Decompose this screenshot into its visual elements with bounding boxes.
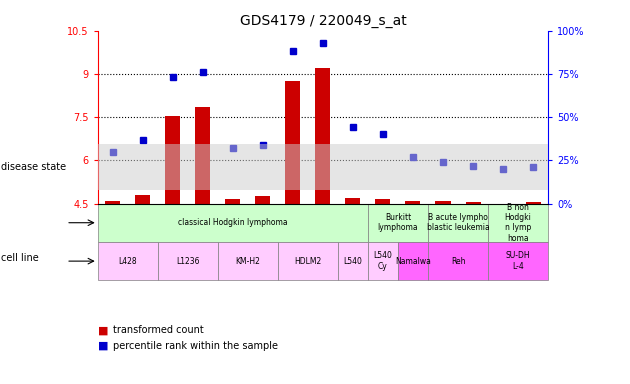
Bar bbox=[406, 201, 420, 204]
Text: disease state: disease state bbox=[1, 162, 66, 172]
Bar bbox=[338, 242, 368, 280]
Bar bbox=[488, 204, 548, 242]
Bar bbox=[428, 204, 488, 242]
Bar bbox=[398, 242, 428, 280]
Bar bbox=[375, 199, 391, 204]
Text: percentile rank within the sample: percentile rank within the sample bbox=[113, 341, 278, 351]
Text: transformed count: transformed count bbox=[113, 325, 204, 335]
Bar bbox=[135, 195, 150, 204]
Bar bbox=[488, 242, 548, 280]
Bar bbox=[165, 116, 180, 204]
Bar bbox=[98, 204, 368, 242]
Text: L540
Cy: L540 Cy bbox=[374, 252, 392, 271]
Bar bbox=[368, 242, 398, 280]
Text: ■: ■ bbox=[98, 325, 108, 335]
Bar bbox=[466, 202, 481, 204]
Bar bbox=[158, 242, 218, 280]
Bar bbox=[316, 68, 330, 204]
Text: Namalwa: Namalwa bbox=[395, 257, 431, 266]
Bar bbox=[195, 107, 210, 204]
Title: GDS4179 / 220049_s_at: GDS4179 / 220049_s_at bbox=[239, 14, 406, 28]
Text: Burkitt
lymphoma: Burkitt lymphoma bbox=[377, 213, 418, 232]
Bar bbox=[428, 242, 488, 280]
Text: L428: L428 bbox=[118, 257, 137, 266]
Text: HDLM2: HDLM2 bbox=[294, 257, 321, 266]
Text: cell line: cell line bbox=[1, 253, 38, 263]
Bar bbox=[278, 242, 338, 280]
Text: classical Hodgkin lymphoma: classical Hodgkin lymphoma bbox=[178, 218, 288, 227]
Text: ■: ■ bbox=[98, 341, 108, 351]
Text: SU-DH
L-4: SU-DH L-4 bbox=[506, 252, 530, 271]
Text: KM-H2: KM-H2 bbox=[236, 257, 260, 266]
Text: B non
Hodgki
n lymp
homa: B non Hodgki n lymp homa bbox=[505, 203, 532, 243]
Bar bbox=[285, 81, 301, 204]
Bar bbox=[226, 199, 240, 204]
Bar bbox=[345, 198, 360, 204]
Bar bbox=[98, 242, 158, 280]
Bar bbox=[255, 196, 270, 204]
Text: L1236: L1236 bbox=[176, 257, 200, 266]
Text: B acute lympho
blastic leukemia: B acute lympho blastic leukemia bbox=[427, 213, 490, 232]
Bar bbox=[368, 204, 428, 242]
Bar bbox=[435, 201, 450, 204]
Bar bbox=[105, 201, 120, 204]
Bar bbox=[525, 202, 541, 204]
Text: L540: L540 bbox=[343, 257, 362, 266]
Bar bbox=[218, 242, 278, 280]
Text: Reh: Reh bbox=[450, 257, 466, 266]
